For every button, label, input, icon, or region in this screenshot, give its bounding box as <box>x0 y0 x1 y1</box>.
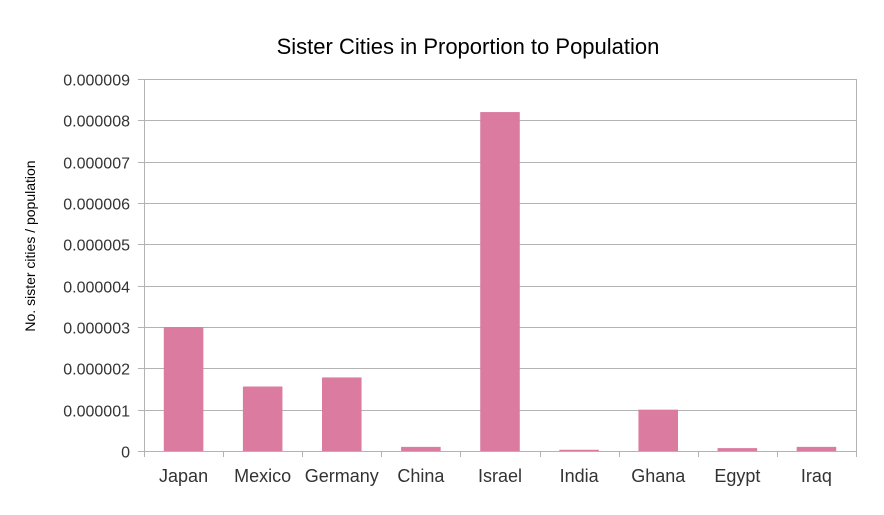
y-tick-label: 0.000008 <box>63 114 130 131</box>
bar-ghana <box>638 409 678 451</box>
y-tick-label: 0.000003 <box>63 321 130 338</box>
x-tick-label: Japan <box>159 466 208 486</box>
axes <box>144 79 857 457</box>
y-axis-label: No. sister cities / population <box>22 160 38 331</box>
y-tick-label: 0.000007 <box>63 156 130 173</box>
x-tick-label: Ghana <box>631 466 686 486</box>
bar-india <box>559 449 599 451</box>
x-tick-label: China <box>397 466 445 486</box>
bars <box>163 112 837 452</box>
x-tick-label: Iraq <box>801 466 832 486</box>
bar-egypt <box>717 448 758 451</box>
y-tick-label: 0.000005 <box>63 238 130 255</box>
y-tick-label: 0.000006 <box>63 197 130 214</box>
y-tick-label: 0.000009 <box>63 73 130 90</box>
x-tick-labels: Japan Mexico Germany China Israel India Ghana E… <box>159 466 832 486</box>
x-tick-label: Germany <box>305 466 379 486</box>
x-tick-label: Egypt <box>714 466 760 486</box>
x-tick-label: Israel <box>478 466 522 486</box>
x-tick-label: India <box>560 466 600 486</box>
x-tick-label: Mexico <box>234 466 291 486</box>
bar-mexico <box>242 386 283 451</box>
y-tick-labels: 0 0.000001 0.000002 0.000003 0.000004 0.00000… <box>63 73 130 462</box>
y-tick-label: 0.000004 <box>63 280 130 297</box>
bar-iraq <box>796 446 837 451</box>
y-tick-label: 0.000001 <box>63 404 130 421</box>
bar-germany <box>322 377 362 451</box>
bar-japan <box>163 327 204 451</box>
chart-title: Sister Cities in Proportion to Populatio… <box>277 34 660 59</box>
bar-israel <box>480 112 520 452</box>
bar-china <box>401 446 441 451</box>
y-tick-label: 0.000002 <box>63 362 130 379</box>
y-tick-label: 0 <box>121 445 130 462</box>
